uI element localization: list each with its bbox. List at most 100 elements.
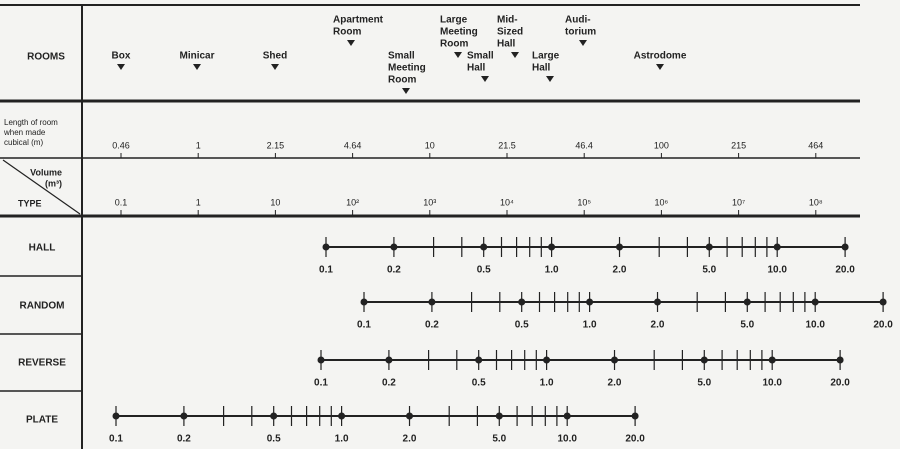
scale-label: 0.2 [425,320,439,331]
scale-label: 10.0 [767,265,787,276]
room-label: Hall [497,39,516,50]
scale-name: REVERSE [18,358,66,369]
scale-dot [611,356,619,364]
scale-name: PLATE [26,415,58,426]
type-label: 10⁸ [809,197,823,207]
scale-label: 10.0 [557,434,577,445]
type-label: 10 [270,197,280,207]
scale-label: 0.5 [472,378,486,389]
room-label: Shed [263,51,287,62]
length-label: 0.46 [112,140,130,150]
scale-label: 5.0 [702,265,716,276]
room-label: Box [112,51,131,62]
type-label: 10⁵ [577,197,591,207]
room-label: Mid- [497,15,518,26]
scale-label: 5.0 [740,320,754,331]
scale-dot [705,243,713,251]
length-label: 21.5 [498,140,516,150]
scale-dot [360,298,368,306]
room-label: torium [565,27,596,38]
scale-dot [390,243,398,251]
scale-name: RANDOM [20,301,65,312]
room-marker [481,76,489,82]
scale-dot [631,412,639,420]
room-label: Meeting [440,27,478,38]
type-label: 10⁶ [655,197,669,207]
room-marker [579,40,587,46]
type-label: 10² [346,197,359,207]
scale-label: 2.0 [651,320,665,331]
scale-dot [879,298,887,306]
scale-label: 5.0 [492,434,506,445]
scale-dot [475,356,483,364]
scale-name: HALL [29,243,56,254]
scale-label: 2.0 [608,378,622,389]
room-label: Small [467,51,494,62]
room-label: Room [440,39,468,50]
scale-dot [743,298,751,306]
room-marker [347,40,355,46]
length-label: 46.4 [575,140,593,150]
rooms-header: ROOMS [27,52,65,63]
scale-label: 0.1 [109,434,123,445]
length-header: Length of room [4,118,58,127]
scale-label: 20.0 [835,265,855,276]
room-marker [546,76,554,82]
room-marker [511,52,519,58]
scale-label: 20.0 [873,320,893,331]
room-label: Apartment [333,15,384,26]
scale-label: 1.0 [335,434,349,445]
scale-dot [563,412,571,420]
room-label: Hall [532,63,551,74]
type-label: 10³ [423,197,436,207]
type-label: 0.1 [115,197,128,207]
scale-dot [616,243,624,251]
length-header: when made [3,128,46,137]
scale-label: 0.1 [357,320,371,331]
type-label: 1 [196,197,201,207]
scale-label: 10.0 [762,378,782,389]
room-label: Audi- [565,15,591,26]
room-marker [271,64,279,70]
type-label: 10⁷ [732,197,745,207]
room-label: Room [388,75,416,86]
room-marker [656,64,664,70]
room-marker [402,88,410,94]
scale-label: 5.0 [697,378,711,389]
type-label: 10⁴ [500,197,514,207]
room-label: Astrodome [634,51,687,62]
length-label: 100 [654,140,669,150]
room-label: Large [440,15,468,26]
scale-dot [385,356,393,364]
scale-label: 2.0 [403,434,417,445]
room-marker [117,64,125,70]
scale-dot [406,412,414,420]
scale-dot [548,243,556,251]
scale-dot [112,412,120,420]
room-marker [454,52,462,58]
scale-dot [518,298,526,306]
scale-label: 1.0 [583,320,597,331]
scale-label: 0.1 [319,265,333,276]
scale-dot [654,298,662,306]
scale-dot [428,298,436,306]
scale-label: 0.1 [314,378,328,389]
length-header: cubical (m) [4,138,43,147]
length-label: 10 [425,140,435,150]
scale-dot [480,243,488,251]
scale-label: 0.2 [382,378,396,389]
scale-label: 0.5 [477,265,491,276]
scale-dot [270,412,278,420]
scale-dot [543,356,551,364]
length-label: 215 [731,140,746,150]
length-label: 1 [196,140,201,150]
scale-label: 2.0 [613,265,627,276]
room-label: Large [532,51,560,62]
scale-dot [338,412,346,420]
room-label: Sized [497,27,523,38]
room-label: Room [333,27,361,38]
volume-unit: (m³) [45,178,62,188]
scale-dot [773,243,781,251]
length-label: 4.64 [344,140,362,150]
